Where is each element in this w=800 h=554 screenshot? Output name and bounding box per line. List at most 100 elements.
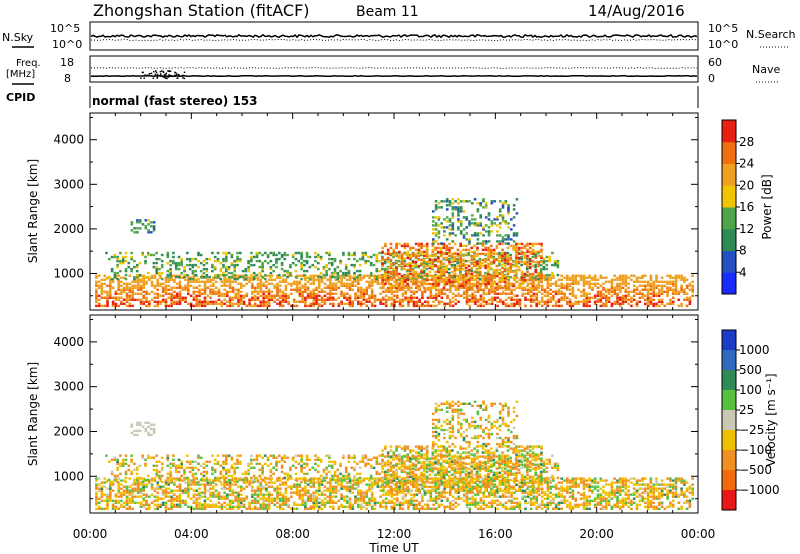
velocity-cell <box>156 503 159 506</box>
power-cell <box>376 282 380 285</box>
power-cell <box>599 292 603 295</box>
velocity-cell <box>437 497 441 500</box>
velocity-cell <box>220 497 224 500</box>
power-cell <box>445 208 449 211</box>
power-cell <box>331 302 335 305</box>
velocity-cell <box>195 483 198 486</box>
velocity-cell <box>212 503 215 506</box>
power-cell <box>630 296 633 299</box>
power-cell <box>439 260 443 264</box>
power-cell <box>448 218 452 221</box>
power-cell <box>655 274 658 277</box>
velocity-cell <box>359 503 363 506</box>
power-cell <box>549 276 552 279</box>
velocity-cell <box>301 495 304 498</box>
power-cell <box>119 251 122 255</box>
power-cell <box>125 288 129 291</box>
velocity-cell <box>412 505 416 508</box>
power-cell <box>616 278 619 281</box>
power-cell <box>439 274 443 278</box>
power-cell <box>286 253 289 257</box>
power-cell <box>95 276 98 279</box>
power-cell <box>401 288 405 291</box>
power-cell <box>220 300 224 303</box>
power-cell <box>136 292 140 295</box>
power-cell <box>574 300 577 303</box>
power-cell <box>124 251 128 255</box>
velocity-cell <box>95 485 98 488</box>
velocity-cell <box>248 501 251 504</box>
power-cell <box>616 288 619 291</box>
power-cell <box>571 282 575 285</box>
velocity-cell <box>329 485 332 488</box>
power-cell <box>591 296 594 299</box>
power-cell <box>261 275 264 279</box>
velocity-cell <box>304 491 307 494</box>
power-cell <box>252 263 256 267</box>
velocity-cell <box>198 507 201 510</box>
power-cell <box>566 300 569 303</box>
velocity-cell <box>164 501 168 504</box>
power-cell <box>543 276 547 279</box>
power-cell <box>417 258 421 262</box>
power-cell <box>588 274 591 277</box>
power-cell <box>513 294 516 297</box>
power-cell <box>195 280 198 283</box>
velocity-cell <box>187 491 190 494</box>
power-cell <box>457 300 460 303</box>
power-cell <box>237 288 240 291</box>
power-cell <box>619 290 622 293</box>
power-cell <box>301 290 304 293</box>
velocity-cell <box>259 497 263 500</box>
power-cell <box>473 224 477 227</box>
power-cell <box>131 288 134 291</box>
power-cell <box>351 280 354 283</box>
power-cell <box>632 298 636 301</box>
velocity-cell <box>95 491 98 494</box>
nave-point <box>154 70 157 72</box>
power-cell <box>498 234 502 237</box>
power-cell <box>468 220 471 223</box>
power-cell <box>602 286 605 289</box>
power-cell <box>262 292 265 295</box>
power-colorbar-segment <box>722 228 736 251</box>
power-cell <box>428 260 432 264</box>
power-cell <box>666 288 669 291</box>
power-cell <box>340 290 343 293</box>
power-cell <box>153 284 157 287</box>
power-cell <box>373 294 377 297</box>
power-cell <box>231 280 235 283</box>
velocity-cell <box>287 499 290 502</box>
velocity-cell <box>184 487 187 490</box>
power-cell <box>462 258 465 262</box>
power-cell <box>599 298 603 301</box>
power-cell <box>368 276 371 279</box>
power-cell <box>414 248 418 252</box>
power-cell <box>412 296 416 299</box>
power-cell <box>403 274 407 278</box>
velocity-cell <box>125 487 129 490</box>
power-cell <box>147 223 150 226</box>
power-cell <box>298 280 302 283</box>
velocity-cell <box>265 507 268 510</box>
velocity-cell <box>320 499 324 502</box>
power-cell <box>456 264 460 268</box>
power-cell <box>348 284 352 287</box>
power-cell <box>197 259 200 263</box>
power-cell <box>298 290 302 293</box>
power-cell <box>166 255 170 259</box>
power-cell <box>357 290 360 293</box>
velocity-cell <box>209 487 212 490</box>
power-cell <box>691 294 694 297</box>
power-cell <box>317 267 320 271</box>
power-cell <box>442 256 446 260</box>
power-cell <box>395 286 398 290</box>
velocity-cell <box>373 483 377 486</box>
velocity-cell <box>164 491 168 494</box>
velocity-cell <box>100 507 104 510</box>
velocity-cell <box>318 481 321 484</box>
velocity-cell <box>396 497 399 500</box>
power-cell <box>226 290 229 293</box>
power-cell <box>242 300 246 303</box>
power-cell <box>487 230 491 233</box>
